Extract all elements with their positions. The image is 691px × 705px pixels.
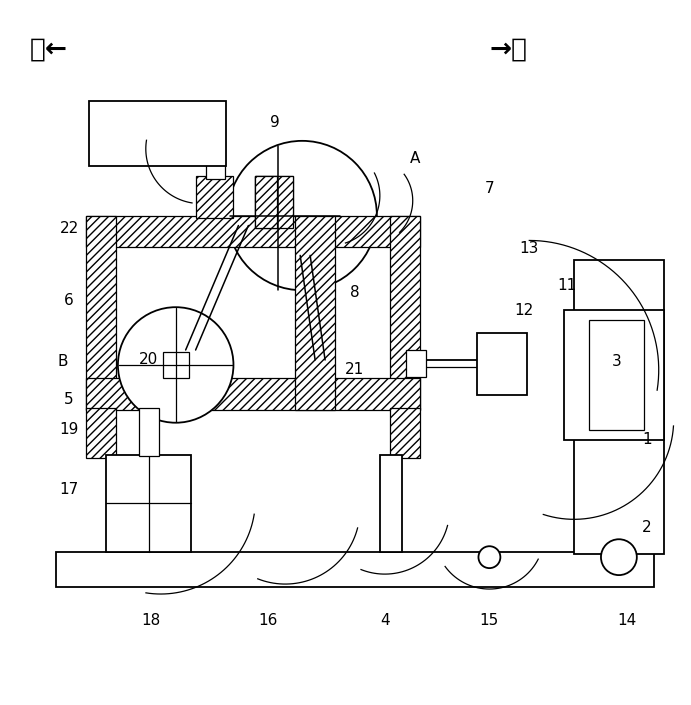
- Text: 2: 2: [642, 520, 652, 535]
- Bar: [86, 407, 116, 458]
- Text: 1: 1: [642, 432, 652, 447]
- Circle shape: [478, 546, 500, 568]
- Text: A: A: [410, 152, 420, 166]
- Text: 21: 21: [346, 362, 365, 377]
- Circle shape: [118, 307, 234, 423]
- Text: 4: 4: [380, 613, 390, 628]
- Bar: [564, 310, 664, 440]
- Bar: [56, 552, 654, 587]
- Text: 20: 20: [139, 352, 158, 367]
- Circle shape: [601, 539, 637, 575]
- Bar: [477, 333, 527, 395]
- Bar: [86, 216, 116, 410]
- Bar: [86, 216, 419, 247]
- Bar: [89, 101, 227, 166]
- Bar: [295, 216, 335, 410]
- Text: 5: 5: [64, 392, 74, 407]
- Bar: [106, 455, 191, 552]
- Bar: [380, 455, 401, 552]
- Text: 18: 18: [141, 613, 160, 628]
- Bar: [589, 320, 644, 429]
- Bar: [256, 176, 293, 218]
- Text: 16: 16: [258, 613, 278, 628]
- Bar: [256, 176, 293, 228]
- Text: 22: 22: [59, 221, 79, 236]
- Text: 19: 19: [59, 422, 79, 437]
- Text: →右: →右: [489, 36, 527, 62]
- Text: 12: 12: [515, 302, 534, 318]
- Bar: [116, 247, 390, 378]
- Bar: [574, 260, 664, 554]
- Bar: [196, 176, 234, 218]
- Bar: [86, 378, 419, 410]
- Text: 11: 11: [558, 278, 577, 293]
- Text: 8: 8: [350, 285, 360, 300]
- Bar: [205, 141, 225, 178]
- Text: 13: 13: [520, 241, 539, 256]
- Bar: [390, 216, 419, 410]
- Text: 14: 14: [617, 613, 636, 628]
- Text: 3: 3: [612, 355, 622, 369]
- Text: 6: 6: [64, 293, 74, 307]
- Text: 7: 7: [484, 181, 494, 196]
- Bar: [390, 407, 419, 458]
- Text: 15: 15: [480, 613, 499, 628]
- Text: 9: 9: [270, 116, 280, 130]
- Text: B: B: [58, 355, 68, 369]
- Bar: [139, 407, 159, 455]
- Text: 左←: 左←: [29, 36, 67, 62]
- Circle shape: [227, 141, 377, 290]
- Bar: [406, 350, 426, 377]
- Bar: [163, 352, 189, 378]
- Bar: [256, 176, 277, 228]
- Text: 17: 17: [59, 482, 79, 497]
